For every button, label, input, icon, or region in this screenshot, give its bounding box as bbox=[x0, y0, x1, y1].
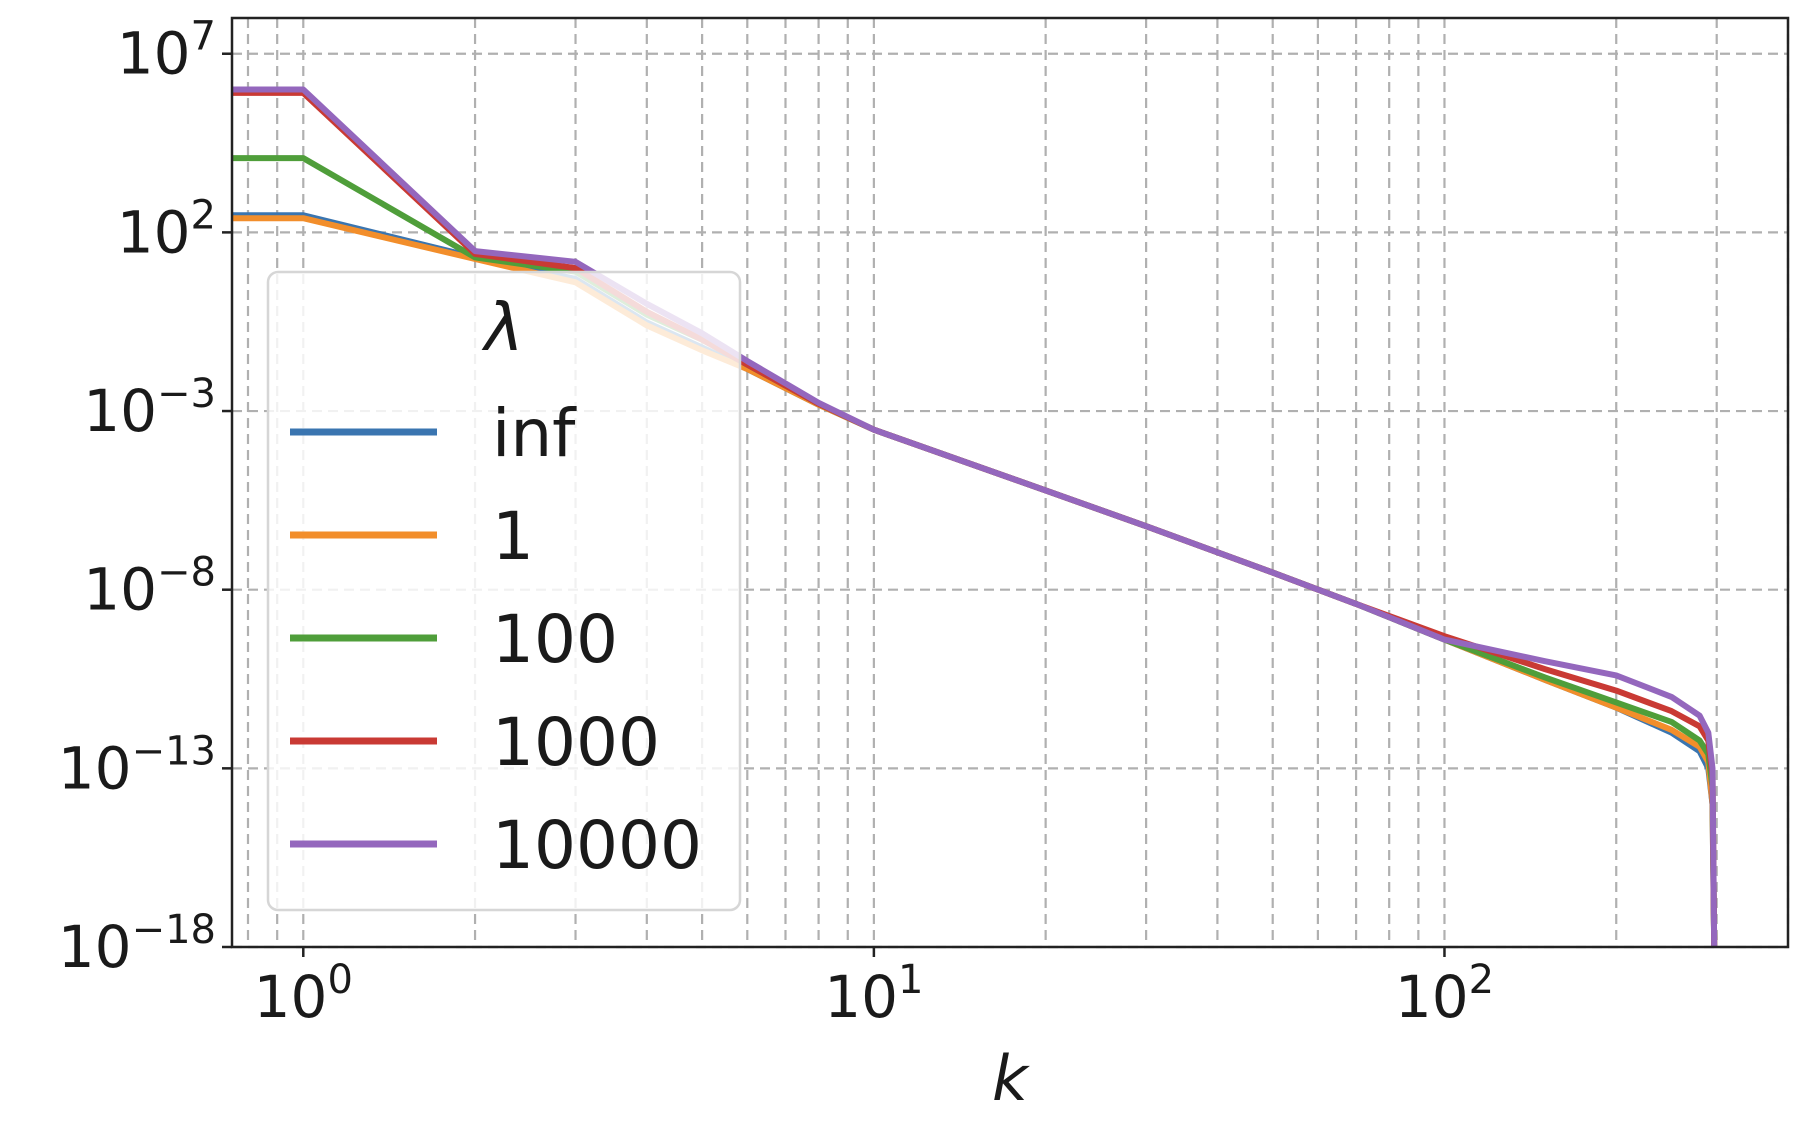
legend-label-100: 100 bbox=[492, 601, 618, 678]
plot-frame bbox=[230, 16, 1790, 949]
legend-label-inf: inf bbox=[492, 395, 577, 472]
y-tick-label: 107 bbox=[117, 14, 216, 88]
x-axis-label: k bbox=[992, 1042, 1030, 1115]
y-tick-label: 10−13 bbox=[58, 728, 216, 802]
y-tick-label: 10−18 bbox=[58, 907, 216, 981]
legend-label-10000: 10000 bbox=[492, 807, 702, 884]
y-tick-labels: 107 102 10−3 10−8 10−13 10−18 bbox=[58, 14, 232, 981]
legend-label-1: 1 bbox=[492, 498, 534, 575]
y-tick-label: 10−3 bbox=[83, 371, 216, 445]
legend-title: λ bbox=[481, 289, 523, 366]
y-tick-label: 102 bbox=[117, 192, 216, 266]
legend: λ inf 1 100 1000 10000 bbox=[266, 270, 742, 912]
legend-label-1000: 1000 bbox=[492, 704, 660, 781]
x-tick-label: 101 bbox=[824, 957, 923, 1031]
x-tick-labels: 100 101 102 bbox=[254, 947, 1494, 1031]
axes-frame bbox=[230, 16, 1790, 949]
x-tick-label: 100 bbox=[254, 957, 353, 1031]
y-tick-label: 10−8 bbox=[83, 550, 216, 624]
x-tick-label: 102 bbox=[1395, 957, 1494, 1031]
